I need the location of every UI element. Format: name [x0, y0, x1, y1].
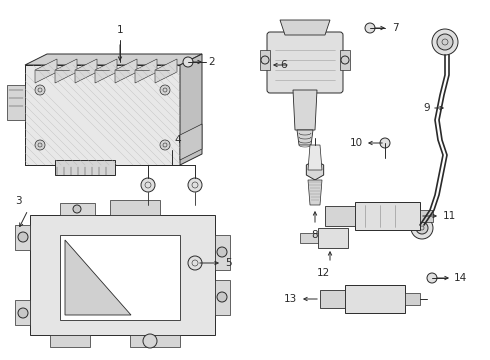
Circle shape	[437, 34, 453, 50]
Text: 8: 8	[312, 230, 318, 240]
Polygon shape	[60, 235, 180, 320]
Polygon shape	[95, 59, 117, 83]
Polygon shape	[215, 280, 230, 315]
Polygon shape	[25, 54, 202, 65]
Polygon shape	[308, 180, 322, 205]
Text: 13: 13	[284, 294, 297, 304]
Text: 1: 1	[117, 25, 123, 35]
Circle shape	[160, 140, 170, 150]
Text: 6: 6	[280, 60, 287, 70]
Polygon shape	[15, 300, 30, 325]
Circle shape	[188, 256, 202, 270]
Text: 5: 5	[225, 258, 232, 268]
Polygon shape	[280, 20, 330, 35]
Bar	[55, 160, 115, 175]
Polygon shape	[320, 290, 345, 308]
Circle shape	[143, 334, 157, 348]
Polygon shape	[55, 59, 77, 83]
Circle shape	[217, 247, 227, 257]
Polygon shape	[308, 145, 322, 170]
Circle shape	[188, 178, 202, 192]
Text: 10: 10	[350, 138, 363, 148]
Polygon shape	[340, 50, 350, 70]
Polygon shape	[297, 130, 313, 145]
Polygon shape	[15, 225, 30, 250]
Text: 14: 14	[454, 273, 467, 283]
Polygon shape	[180, 54, 202, 165]
Polygon shape	[155, 59, 177, 83]
Text: 12: 12	[317, 268, 330, 278]
Text: 2: 2	[208, 57, 215, 67]
Polygon shape	[25, 65, 180, 165]
Polygon shape	[65, 240, 131, 315]
Circle shape	[35, 85, 45, 95]
Circle shape	[217, 292, 227, 302]
Circle shape	[416, 222, 428, 234]
Polygon shape	[325, 206, 355, 226]
Polygon shape	[405, 293, 420, 305]
Text: 11: 11	[443, 211, 456, 221]
Polygon shape	[135, 59, 157, 83]
Circle shape	[432, 29, 458, 55]
Circle shape	[411, 217, 433, 239]
Polygon shape	[115, 59, 137, 83]
Circle shape	[73, 205, 81, 213]
Text: 7: 7	[392, 23, 399, 33]
Polygon shape	[30, 215, 215, 335]
Circle shape	[18, 232, 28, 242]
Polygon shape	[420, 210, 433, 222]
Polygon shape	[300, 233, 318, 243]
Polygon shape	[293, 90, 317, 130]
Text: 9: 9	[423, 103, 430, 113]
Circle shape	[35, 140, 45, 150]
Circle shape	[380, 138, 390, 148]
Polygon shape	[110, 200, 160, 215]
FancyBboxPatch shape	[267, 32, 343, 93]
Circle shape	[18, 308, 28, 318]
Polygon shape	[50, 335, 90, 347]
Circle shape	[160, 85, 170, 95]
Circle shape	[427, 273, 437, 283]
Polygon shape	[355, 202, 420, 230]
Circle shape	[365, 23, 375, 33]
Polygon shape	[180, 124, 202, 160]
Polygon shape	[215, 235, 230, 270]
Polygon shape	[318, 228, 348, 248]
Polygon shape	[60, 203, 95, 215]
Text: 3: 3	[15, 196, 22, 206]
Polygon shape	[130, 335, 180, 347]
Polygon shape	[75, 59, 97, 83]
Circle shape	[141, 178, 155, 192]
Polygon shape	[35, 59, 57, 83]
Polygon shape	[7, 85, 25, 120]
Text: 4: 4	[174, 135, 181, 145]
Polygon shape	[260, 50, 270, 70]
Circle shape	[183, 57, 193, 67]
Polygon shape	[345, 285, 405, 313]
Polygon shape	[306, 160, 324, 180]
